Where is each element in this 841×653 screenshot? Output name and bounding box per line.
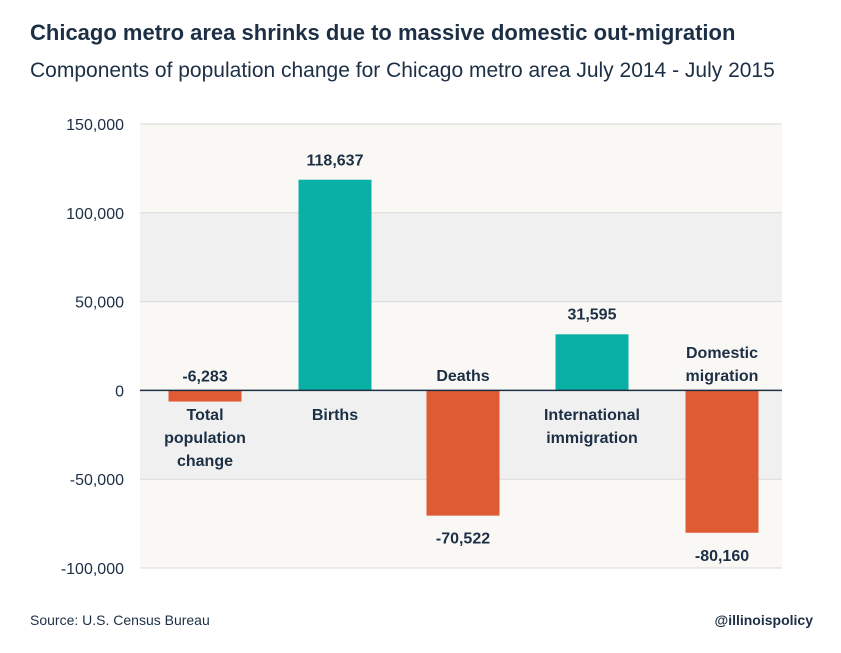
category-label: Total population change [164, 407, 246, 470]
category-label: Domestic migration [686, 345, 759, 385]
social-handle[interactable]: @illinoispolicy [714, 612, 813, 628]
y-tick-label: 100,000 [66, 206, 124, 223]
data-label: 118,637 [307, 153, 364, 170]
bar [555, 334, 629, 391]
data-label: -80,160 [695, 548, 749, 565]
y-tick-label: 50,000 [75, 295, 124, 312]
bar [685, 390, 759, 533]
bar [168, 390, 242, 402]
data-label: -70,522 [436, 531, 490, 548]
y-tick-label: -50,000 [70, 472, 124, 489]
category-label: Births [312, 407, 358, 424]
bar [298, 179, 372, 391]
y-tick-label: 0 [115, 383, 124, 400]
grid-band [140, 212, 782, 302]
grid-band [140, 124, 782, 213]
chart-title: Chicago metro area shrinks due to massiv… [30, 20, 736, 45]
grid-band [140, 301, 782, 391]
bar [426, 390, 500, 516]
bar-chart: 150,000 100,000 50,000 0 -50,000 -100,000 -6,2… [61, 117, 782, 578]
category-label: International immigration [544, 407, 640, 447]
source-note: Source: U.S. Census Bureau [30, 612, 210, 628]
data-label: 31,595 [568, 306, 617, 323]
chart-subtitle: Components of population change for Chic… [30, 59, 775, 82]
category-label: Deaths [436, 368, 489, 385]
y-tick-label: -100,000 [61, 561, 124, 578]
y-tick-label: 150,000 [66, 117, 124, 134]
data-label: -6,283 [182, 368, 227, 385]
